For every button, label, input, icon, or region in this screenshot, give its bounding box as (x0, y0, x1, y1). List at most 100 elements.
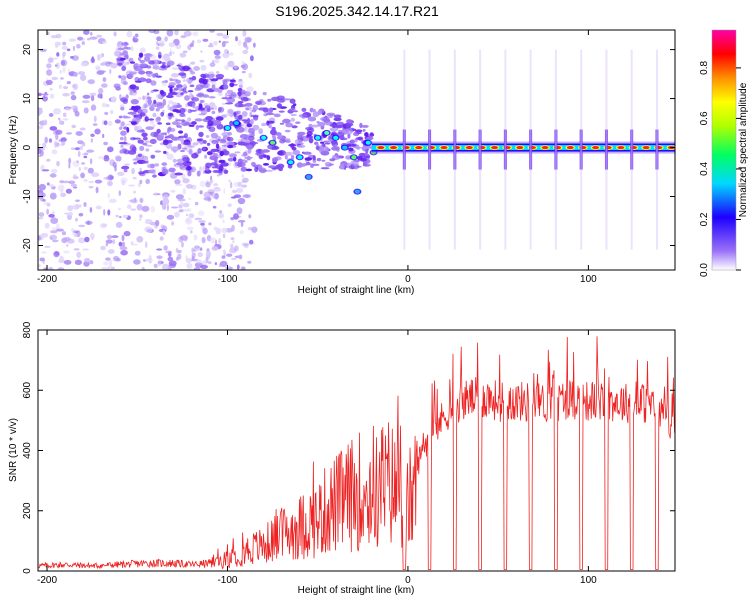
spectrogram-signal-blob (171, 121, 179, 125)
spectrogram-noise-blob (193, 267, 201, 270)
spectrogram-signal-blob (215, 73, 225, 79)
spectrogram-noise-blob (121, 241, 126, 247)
spectrogram-signal-blob (361, 146, 367, 150)
spectrogram-noise-blob (57, 267, 65, 270)
spectrogram-noise-blob (106, 176, 109, 181)
spectrogram-noise-blob (38, 216, 44, 220)
spectrogram-noise-blob (216, 32, 224, 37)
spectrogram-signal-blob (120, 144, 124, 148)
spectrogram-signal-blob (197, 125, 205, 128)
spectrogram-signal-blob (159, 89, 165, 95)
spectrogram-signal-blob (291, 155, 295, 160)
spectrogram-noise-blob (126, 30, 133, 38)
spectrogram-signal-blob (123, 116, 131, 119)
spectrogram-signal-blob (223, 84, 229, 90)
spectrogram-hot-spot (270, 140, 276, 145)
spectrogram-signal-blob (186, 165, 192, 171)
spectrogram-signal-blob (209, 155, 219, 161)
spectrogram-signal-blob (240, 89, 246, 94)
spectrogram-noise-blob (70, 147, 76, 150)
spectrogram-noise-blob (182, 79, 186, 82)
spectrogram-noise-blob (228, 179, 231, 182)
spectrogram-noise-blob (54, 41, 62, 46)
spectrogram-noise-blob (147, 98, 152, 105)
spectrogram-noise-blob (175, 194, 184, 200)
spectrogram-signal-blob (331, 124, 337, 128)
spectrogram-signal-blob (168, 133, 175, 139)
spectrogram-noise-blob (192, 31, 199, 37)
spectrogram-noise-blob (130, 208, 137, 211)
spectrogram-noise-blob (38, 264, 41, 268)
spectrogram-noise-blob (50, 237, 54, 240)
spectrogram-noise-blob (194, 217, 203, 221)
spectrogram-signal-blob (175, 79, 182, 84)
spectrogram-noise-blob (98, 87, 104, 95)
spectrogram-noise-blob (161, 61, 166, 65)
spectrogram-signal-blob (198, 131, 204, 138)
spectrogram-noise-blob (100, 245, 106, 251)
spectrogram-signal-blob (165, 122, 171, 126)
spectrogram-noise-blob (84, 258, 91, 263)
spectrogram-noise-blob (168, 51, 173, 57)
spectrogram-noise-blob (46, 208, 49, 215)
spectrogram-signal-blob (329, 127, 339, 132)
spectrogram-noise-blob (152, 65, 160, 70)
spectrogram-signal-blob (284, 154, 288, 160)
spectrogram-noise-blob (83, 30, 90, 35)
spectrogram-signal-blob (262, 163, 270, 166)
spectrogram-noise-blob (157, 259, 162, 267)
spectrogram-noise-blob (218, 212, 224, 219)
spectrogram-carrier-peak-core (617, 146, 625, 150)
spectrogram-signal-blob (156, 128, 161, 134)
spectrogram-signal-blob (118, 141, 128, 145)
spectrogram-noise-blob (162, 230, 166, 235)
spectrogram-noise-blob (51, 227, 58, 230)
spectrogram-dropout-ghost (605, 49, 608, 250)
spectrogram-noise-blob (192, 142, 199, 146)
spectrogram-noise-blob (235, 36, 238, 42)
spectrogram-signal-blob (362, 129, 366, 132)
spectrogram-noise-blob (48, 138, 53, 143)
spectrogram-noise-blob (97, 156, 105, 160)
spectrogram-noise-blob (115, 214, 119, 218)
spectrogram-noise-blob (227, 203, 232, 208)
spectrogram-noise-blob (186, 263, 193, 269)
spectrogram-noise-blob (62, 92, 70, 97)
spectrogram-dropout-streak (655, 129, 659, 170)
spectrogram-signal-blob (324, 142, 331, 145)
spectrogram-signal-blob (293, 110, 298, 113)
spectrogram-signal-blob (340, 163, 344, 168)
spectrogram-signal-blob (183, 141, 192, 146)
spectrogram-signal-blob (206, 108, 211, 112)
spectrogram-signal-blob (130, 121, 137, 125)
spectrogram-noise-blob (214, 58, 220, 64)
spectrogram-noise-blob (104, 111, 109, 116)
spectrogram-signal-blob (225, 102, 234, 105)
spectrogram-noise-blob (159, 40, 165, 47)
spectrogram-noise-blob (137, 183, 141, 188)
spectrogram-signal-blob (262, 91, 267, 96)
spectrogram-noise-blob (97, 93, 103, 99)
spectrogram-noise-blob (89, 260, 94, 265)
spectrogram-y-tick-label: -20 (22, 238, 33, 253)
spectrogram-signal-blob (218, 107, 222, 112)
spectrogram-noise-blob (46, 203, 51, 207)
spectrogram-dropout-streak (630, 129, 634, 170)
spectrogram-noise-blob (55, 129, 63, 135)
spectrogram-signal-blob (175, 119, 183, 122)
spectrogram-signal-blob (219, 150, 224, 157)
spectrogram-signal-blob (117, 47, 126, 51)
spectrogram-noise-blob (154, 192, 157, 196)
spectrogram-signal-blob (308, 137, 314, 144)
spectrogram-noise-blob (181, 147, 188, 150)
spectrogram-noise-blob (196, 259, 202, 264)
spectrogram-noise-blob (40, 233, 49, 238)
spectrogram-signal-blob (261, 122, 267, 127)
spectrogram-signal-blob (261, 149, 270, 153)
spectrogram-noise-blob (167, 256, 174, 262)
spectrogram-signal-blob (312, 111, 320, 118)
spectrogram-noise-blob (101, 102, 107, 108)
spectrogram-signal-blob (308, 123, 313, 128)
spectrogram-noise-blob (160, 200, 163, 206)
